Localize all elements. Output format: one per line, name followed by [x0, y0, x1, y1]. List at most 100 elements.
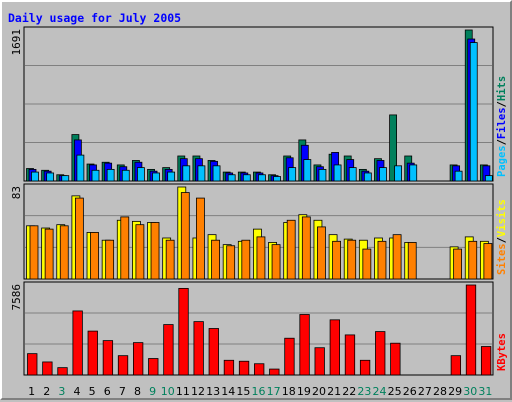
x-tick-label-day-22: 22	[342, 385, 356, 398]
bar-sites-day-17	[271, 244, 281, 280]
bar-pages-day-12	[197, 165, 206, 182]
bar-kbytes-day-9	[148, 358, 159, 376]
bar-kbytes-day-17	[269, 368, 280, 376]
bar-kbytes-day-18	[284, 337, 295, 376]
x-tick-label-day-31: 31	[478, 385, 492, 398]
bar-pages-day-18	[288, 167, 297, 182]
x-tick-label-day-25: 25	[388, 385, 402, 398]
bar-sites-day-30	[468, 240, 478, 280]
legend-item: Pages	[496, 145, 508, 177]
bar-pages-day-25	[394, 165, 402, 182]
bar-kbytes-day-15	[238, 360, 250, 376]
bar-sites-day-2	[44, 228, 54, 280]
bar-sites-day-22	[347, 239, 357, 280]
bar-sites-day-15	[241, 239, 251, 280]
bar-sites-day-5	[90, 232, 99, 280]
bar-sites-day-11	[180, 192, 190, 280]
bar-pages-day-29	[454, 170, 463, 182]
x-tick-label-day-15: 15	[236, 385, 250, 398]
bar-pages-day-16	[258, 174, 266, 182]
bar-sites-day-26	[407, 242, 417, 280]
bar-sites-day-24	[377, 240, 387, 280]
bar-pages-day-19	[303, 159, 312, 182]
bar-kbytes-day-21	[329, 319, 340, 376]
bar-pages-day-6	[106, 168, 115, 182]
bar-sites-day-16	[256, 236, 266, 280]
bar-pages-day-10	[167, 171, 176, 182]
legend-kbytes: KBytes	[496, 333, 508, 371]
x-tick-label-day-11: 11	[176, 385, 190, 398]
bar-pages-day-1	[31, 171, 39, 182]
bar-sites-day-31	[483, 243, 493, 280]
x-tick-label-day-3: 3	[58, 385, 65, 398]
x-tick-label-day-23: 23	[357, 385, 371, 398]
bar-sites-day-9	[150, 222, 160, 280]
bar-sites-day-6	[105, 239, 115, 280]
bar-kbytes-day-23	[359, 359, 371, 376]
bar-kbytes-day-8	[133, 342, 144, 376]
bar-sites-day-20	[317, 226, 326, 280]
bar-kbytes-day-31	[480, 346, 492, 376]
bar-kbytes-day-13	[208, 328, 219, 376]
bar-pages-day-21	[333, 164, 342, 182]
bar-kbytes-day-11	[178, 287, 189, 376]
x-tick-label-day-21: 21	[327, 385, 341, 398]
x-tick-label-day-29: 29	[448, 385, 462, 398]
bar-pages-day-24	[379, 167, 387, 182]
bar-pages-day-26	[409, 164, 418, 182]
bar-pages-day-2	[46, 172, 55, 182]
x-tick-label-day-19: 19	[297, 385, 311, 398]
bar-kbytes-day-3	[57, 367, 68, 376]
x-tick-label-day-2: 2	[43, 385, 50, 398]
bar-pages-day-9	[152, 172, 160, 182]
bar-sites-day-19	[301, 216, 311, 280]
x-tick-label-day-9: 9	[149, 385, 156, 398]
bar-kbytes-day-22	[344, 334, 356, 376]
bar-kbytes-day-30	[465, 284, 477, 376]
bar-sites-day-13	[211, 239, 220, 280]
bar-sites-day-21	[332, 240, 341, 280]
bar-kbytes-day-4	[72, 310, 83, 376]
bar-sites-day-25	[392, 234, 402, 280]
bar-sites-day-1	[29, 225, 39, 280]
bar-pages-day-4	[76, 154, 85, 182]
bar-kbytes-day-6	[102, 340, 114, 376]
x-tick-label-day-18: 18	[282, 385, 296, 398]
y-max-label: 83	[10, 186, 23, 199]
x-tick-label-day-10: 10	[161, 385, 175, 398]
legend-item: Sites	[496, 243, 508, 275]
bar-pages-day-31	[484, 175, 493, 182]
chart-title: Daily usage for July 2005	[8, 11, 181, 25]
x-tick-label-day-27: 27	[418, 385, 432, 398]
bar-pages-day-20	[318, 168, 327, 182]
bar-sites-day-18	[286, 219, 296, 280]
x-tick-label-day-28: 28	[433, 385, 447, 398]
bar-kbytes-day-12	[193, 321, 204, 376]
x-tick-label-day-8: 8	[134, 385, 141, 398]
bar-sites-day-12	[196, 197, 205, 280]
legend-item: /	[496, 101, 508, 107]
x-tick-label-day-7: 7	[119, 385, 126, 398]
bar-pages-day-7	[121, 169, 130, 182]
bar-sites-day-14	[226, 245, 236, 280]
bar-sites-day-4	[74, 197, 84, 280]
x-tick-label-day-5: 5	[89, 385, 96, 398]
legend-hits-files-pages: Pages/Files/Hits	[496, 76, 508, 177]
x-tick-label-day-13: 13	[206, 385, 220, 398]
legend-visits-sites: Sites/Visits	[496, 199, 508, 275]
bar-pages-day-13	[212, 165, 221, 182]
bar-pages-day-5	[91, 169, 100, 182]
x-tick-label-day-12: 12	[191, 385, 205, 398]
bar-kbytes-day-24	[375, 331, 386, 376]
bar-kbytes-day-10	[163, 324, 174, 376]
bar-kbytes-day-14	[223, 359, 235, 376]
bar-pages-day-8	[137, 167, 145, 182]
bar-hits-day-25	[389, 114, 397, 182]
bar-pages-day-3	[61, 175, 70, 182]
bar-pages-day-23	[363, 172, 372, 182]
bar-sites-day-23	[362, 248, 372, 280]
x-tick-label-day-4: 4	[73, 385, 80, 398]
bar-sites-day-29	[453, 248, 463, 280]
legend-item: Visits	[496, 199, 508, 237]
